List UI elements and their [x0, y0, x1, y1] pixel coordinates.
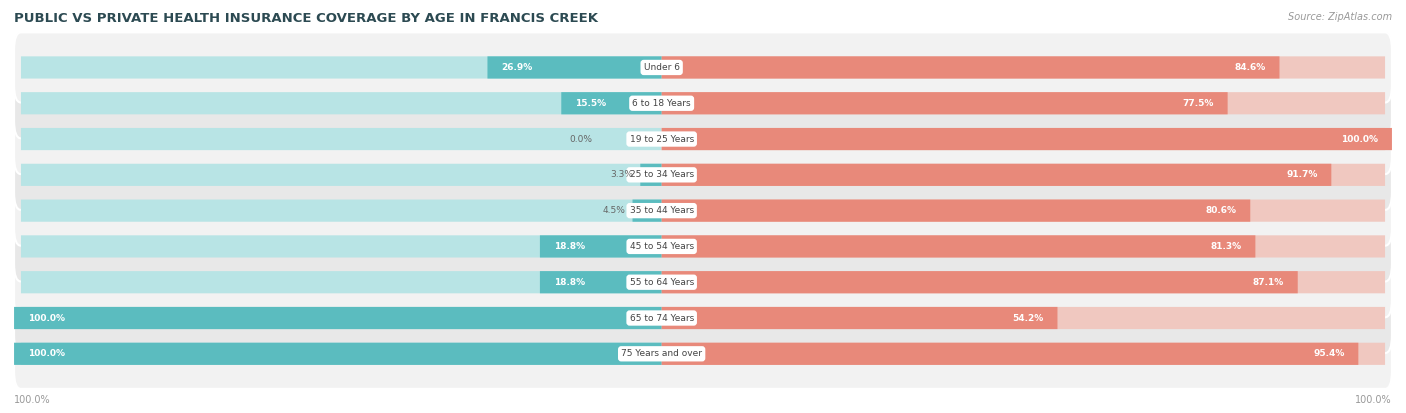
FancyBboxPatch shape	[662, 56, 1279, 78]
FancyBboxPatch shape	[21, 164, 662, 186]
FancyBboxPatch shape	[662, 343, 1385, 365]
FancyBboxPatch shape	[21, 307, 662, 329]
FancyBboxPatch shape	[662, 56, 1385, 78]
Text: 81.3%: 81.3%	[1211, 242, 1241, 251]
Text: 100.0%: 100.0%	[1341, 135, 1378, 144]
FancyBboxPatch shape	[14, 176, 1392, 246]
Text: 65 to 74 Years: 65 to 74 Years	[630, 313, 693, 323]
Text: 100.0%: 100.0%	[28, 349, 65, 358]
FancyBboxPatch shape	[21, 271, 662, 293]
Text: 54.2%: 54.2%	[1012, 313, 1043, 323]
Text: 95.4%: 95.4%	[1313, 349, 1344, 358]
FancyBboxPatch shape	[21, 56, 662, 78]
FancyBboxPatch shape	[14, 32, 1392, 102]
Text: 35 to 44 Years: 35 to 44 Years	[630, 206, 693, 215]
Text: PUBLIC VS PRIVATE HEALTH INSURANCE COVERAGE BY AGE IN FRANCIS CREEK: PUBLIC VS PRIVATE HEALTH INSURANCE COVER…	[14, 12, 598, 25]
FancyBboxPatch shape	[640, 164, 662, 186]
Text: Source: ZipAtlas.com: Source: ZipAtlas.com	[1288, 12, 1392, 22]
FancyBboxPatch shape	[561, 92, 662, 114]
Text: 45 to 54 Years: 45 to 54 Years	[630, 242, 693, 251]
FancyBboxPatch shape	[14, 343, 662, 365]
FancyBboxPatch shape	[662, 128, 1392, 150]
FancyBboxPatch shape	[662, 164, 1331, 186]
FancyBboxPatch shape	[14, 211, 1392, 282]
FancyBboxPatch shape	[14, 319, 1392, 389]
Text: 25 to 34 Years: 25 to 34 Years	[630, 170, 693, 179]
Text: 100.0%: 100.0%	[1355, 395, 1392, 405]
Text: 80.6%: 80.6%	[1205, 206, 1236, 215]
Text: 100.0%: 100.0%	[28, 313, 65, 323]
FancyBboxPatch shape	[662, 307, 1057, 329]
Text: 87.1%: 87.1%	[1253, 278, 1284, 287]
Text: 0.0%: 0.0%	[569, 135, 593, 144]
Text: 18.8%: 18.8%	[554, 278, 585, 287]
FancyBboxPatch shape	[662, 271, 1298, 293]
FancyBboxPatch shape	[540, 271, 662, 293]
Text: 4.5%: 4.5%	[603, 206, 626, 215]
Text: 15.5%: 15.5%	[575, 99, 606, 108]
Text: 100.0%: 100.0%	[14, 395, 51, 405]
FancyBboxPatch shape	[662, 343, 1358, 365]
FancyBboxPatch shape	[21, 343, 662, 365]
FancyBboxPatch shape	[14, 283, 1392, 353]
FancyBboxPatch shape	[662, 199, 1250, 222]
Text: 75 Years and over: 75 Years and over	[621, 349, 702, 358]
Text: Under 6: Under 6	[644, 63, 679, 72]
FancyBboxPatch shape	[488, 56, 662, 78]
Text: 84.6%: 84.6%	[1234, 63, 1265, 72]
Text: 91.7%: 91.7%	[1286, 170, 1317, 179]
FancyBboxPatch shape	[662, 92, 1385, 114]
FancyBboxPatch shape	[21, 92, 662, 114]
FancyBboxPatch shape	[14, 140, 1392, 210]
FancyBboxPatch shape	[662, 128, 1385, 150]
Text: 6 to 18 Years: 6 to 18 Years	[633, 99, 690, 108]
FancyBboxPatch shape	[14, 247, 1392, 317]
FancyBboxPatch shape	[21, 199, 662, 222]
FancyBboxPatch shape	[662, 199, 1385, 222]
FancyBboxPatch shape	[21, 128, 662, 150]
FancyBboxPatch shape	[540, 235, 662, 258]
FancyBboxPatch shape	[14, 307, 662, 329]
FancyBboxPatch shape	[662, 235, 1385, 258]
FancyBboxPatch shape	[14, 104, 1392, 174]
FancyBboxPatch shape	[662, 92, 1227, 114]
FancyBboxPatch shape	[14, 68, 1392, 138]
FancyBboxPatch shape	[662, 164, 1385, 186]
Text: 26.9%: 26.9%	[501, 63, 533, 72]
Text: 3.3%: 3.3%	[610, 170, 634, 179]
Text: 55 to 64 Years: 55 to 64 Years	[630, 278, 693, 287]
FancyBboxPatch shape	[662, 307, 1385, 329]
FancyBboxPatch shape	[662, 271, 1385, 293]
Text: 18.8%: 18.8%	[554, 242, 585, 251]
FancyBboxPatch shape	[21, 235, 662, 258]
Text: 77.5%: 77.5%	[1182, 99, 1213, 108]
FancyBboxPatch shape	[662, 235, 1256, 258]
FancyBboxPatch shape	[633, 199, 662, 222]
Text: 19 to 25 Years: 19 to 25 Years	[630, 135, 693, 144]
